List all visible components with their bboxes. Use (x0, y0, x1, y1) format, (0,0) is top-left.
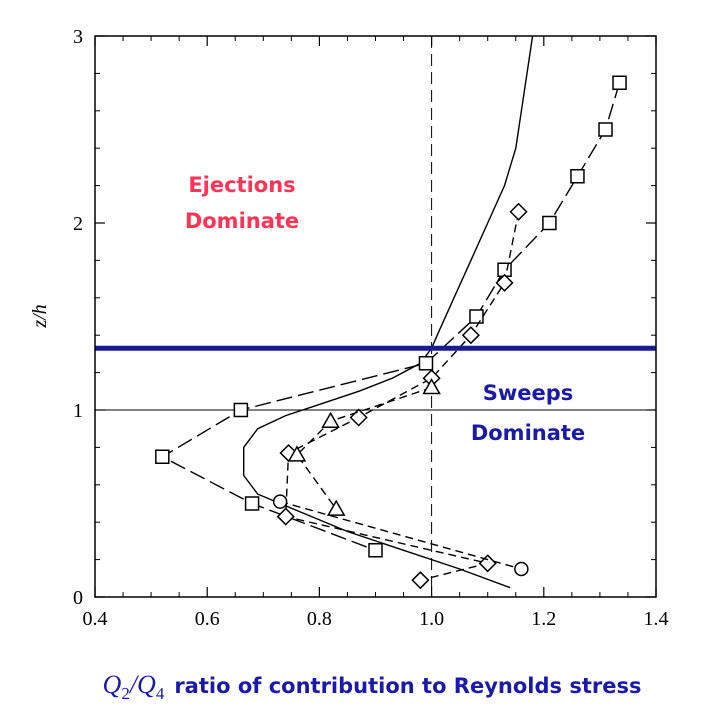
sweeps-label-line1: Sweeps (483, 381, 574, 405)
data-point-square (368, 543, 383, 558)
data-point-square (418, 356, 434, 371)
x-label-text: ratio of contribution to Reynolds stress (174, 674, 641, 698)
data-point-circle (272, 494, 288, 509)
data-point-diamond (461, 326, 480, 345)
axis-ticks: 0.4 0.6 0.8 1.0 1.2 1.4 0 1 2 3 (73, 26, 669, 630)
data-point-diamond (509, 202, 528, 221)
x-tick-label: 0.4 (83, 608, 108, 630)
data-point-triangle (321, 411, 340, 428)
data-point-square (469, 309, 484, 324)
x-tick-label: 1.0 (419, 608, 444, 630)
y-tick-label: 1 (73, 400, 83, 422)
x-label-sub2: 2 (121, 684, 130, 703)
x-tick-label: 0.8 (307, 608, 332, 630)
series-triangle-line (296, 386, 432, 510)
data-point-triangle (287, 445, 307, 462)
x-tick-label: 1.4 (644, 608, 669, 630)
x-tick-label: 1.2 (531, 608, 556, 630)
data-point-square (598, 122, 613, 137)
data-point-square (612, 75, 627, 90)
ejections-label-line2: Dominate (185, 209, 299, 233)
y-tick-label: 2 (73, 213, 83, 235)
x-label-sub4: 4 (156, 684, 165, 703)
data-point-square (244, 496, 260, 511)
data-point-triangle (326, 499, 346, 516)
plot-frame (94, 35, 657, 598)
y-tick-label: 3 (73, 26, 83, 48)
series-circle-line (279, 500, 522, 570)
y-tick-label: 0 (73, 587, 83, 609)
x-label-q4: Q (137, 670, 156, 699)
data-point-square (570, 169, 585, 184)
data-point-square (542, 215, 557, 231)
data-point-square (233, 402, 249, 418)
data-point-diamond (349, 408, 368, 427)
data-point-diamond (411, 571, 430, 590)
series-none-line (243, 35, 534, 589)
data-point-circle (514, 561, 529, 577)
x-axis-label: Q2/Q4 ratio of contribution to Reynolds s… (103, 670, 642, 703)
plot-layer (95, 35, 656, 597)
data-point-diamond (276, 507, 295, 526)
x-label-q2: Q (103, 670, 122, 699)
plot-border (94, 35, 657, 598)
data-point-triangle (422, 378, 441, 395)
x-tick-label: 0.6 (195, 608, 220, 630)
data-point-diamond (495, 273, 514, 292)
y-axis-label: z/h (29, 304, 51, 328)
series-square-line (160, 82, 621, 551)
ejections-label-line1: Ejections (188, 173, 295, 197)
data-point-square (155, 449, 170, 464)
sweeps-label-line2: Dominate (471, 421, 585, 445)
x-label-slash: / (128, 670, 140, 699)
data-point-diamond (478, 554, 497, 573)
